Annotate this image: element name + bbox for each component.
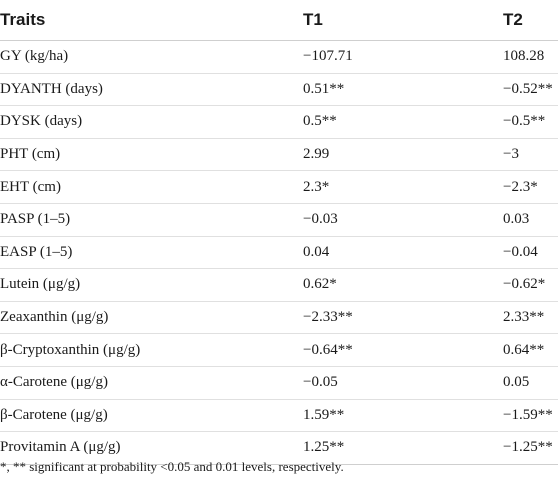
t2-value-cell: 2.33** — [503, 301, 558, 335]
t1-value-cell: 2.3* — [303, 170, 503, 204]
trait-cell: EASP (1–5) — [0, 236, 303, 270]
table-row: DYANTH (days) 0.51** −0.52** — [0, 73, 558, 107]
table-row: PASP (1–5) −0.03 0.03 — [0, 203, 558, 237]
t1-value-cell: −2.33** — [303, 301, 503, 335]
traits-table: Traits T1 T2 GY (kg/ha) −107.71 108.28 DYAN… — [0, 0, 558, 465]
table-row: Zeaxanthin (μg/g) −2.33** 2.33** — [0, 301, 558, 335]
t1-value-cell: 0.5** — [303, 105, 503, 139]
t2-value-cell: −0.62* — [503, 268, 558, 302]
t2-value-cell: −2.3* — [503, 170, 558, 204]
t1-value-cell: 0.51** — [303, 73, 503, 107]
trait-cell: PHT (cm) — [0, 138, 303, 172]
trait-cell: EHT (cm) — [0, 170, 303, 204]
t2-value-cell: 108.28 — [503, 40, 558, 74]
data-table-container: Traits T1 T2 GY (kg/ha) −107.71 108.28 DYAN… — [0, 0, 558, 465]
table-row: EHT (cm) 2.3* −2.3* — [0, 170, 558, 204]
trait-cell: GY (kg/ha) — [0, 40, 303, 74]
header-t1: T1 — [303, 0, 503, 41]
table-body: GY (kg/ha) −107.71 108.28 DYANTH (days) 0.51… — [0, 40, 558, 465]
t1-value-cell: −0.05 — [303, 366, 503, 400]
t2-value-cell: 0.05 — [503, 366, 558, 400]
table-row: Provitamin A (μg/g) 1.25** −1.25** — [0, 431, 558, 465]
header-t2: T2 — [503, 0, 558, 41]
t1-value-cell: −107.71 — [303, 40, 503, 74]
table-row: β-Carotene (μg/g) 1.59** −1.59** — [0, 399, 558, 433]
table-row: α-Carotene (μg/g) −0.05 0.05 — [0, 366, 558, 400]
t1-value-cell: 1.25** — [303, 431, 503, 465]
table-row: EASP (1–5) 0.04 −0.04 — [0, 236, 558, 270]
table-row: DYSK (days) 0.5** −0.5** — [0, 105, 558, 139]
table-row: GY (kg/ha) −107.71 108.28 — [0, 40, 558, 74]
trait-cell: Provitamin A (μg/g) — [0, 431, 303, 465]
trait-cell: DYANTH (days) — [0, 73, 303, 107]
trait-cell: Zeaxanthin (μg/g) — [0, 301, 303, 335]
table-row: β-Cryptoxanthin (μg/g) −0.64** 0.64** — [0, 333, 558, 367]
t1-value-cell: 1.59** — [303, 399, 503, 433]
t2-value-cell: −1.25** — [503, 431, 558, 465]
trait-cell: Lutein (μg/g) — [0, 268, 303, 302]
t2-value-cell: −1.59** — [503, 399, 558, 433]
t1-value-cell: −0.03 — [303, 203, 503, 237]
t2-value-cell: 0.03 — [503, 203, 558, 237]
t1-value-cell: 0.62* — [303, 268, 503, 302]
t2-value-cell: −0.5** — [503, 105, 558, 139]
trait-cell: β-Carotene (μg/g) — [0, 399, 303, 433]
header-traits: Traits — [0, 0, 303, 41]
table-row: Lutein (μg/g) 0.62* −0.62* — [0, 268, 558, 302]
t2-value-cell: −0.04 — [503, 236, 558, 270]
t2-value-cell: 0.64** — [503, 333, 558, 367]
t2-value-cell: −3 — [503, 138, 558, 172]
t1-value-cell: 2.99 — [303, 138, 503, 172]
trait-cell: PASP (1–5) — [0, 203, 303, 237]
t2-value-cell: −0.52** — [503, 73, 558, 107]
trait-cell: α-Carotene (μg/g) — [0, 366, 303, 400]
table-footnote: *, ** significant at probability <0.05 a… — [0, 459, 344, 474]
t1-value-cell: 0.04 — [303, 236, 503, 270]
table-row: PHT (cm) 2.99 −3 — [0, 138, 558, 172]
t1-value-cell: −0.64** — [303, 333, 503, 367]
header-row: Traits T1 T2 — [0, 0, 558, 41]
trait-cell: β-Cryptoxanthin (μg/g) — [0, 333, 303, 367]
trait-cell: DYSK (days) — [0, 105, 303, 139]
